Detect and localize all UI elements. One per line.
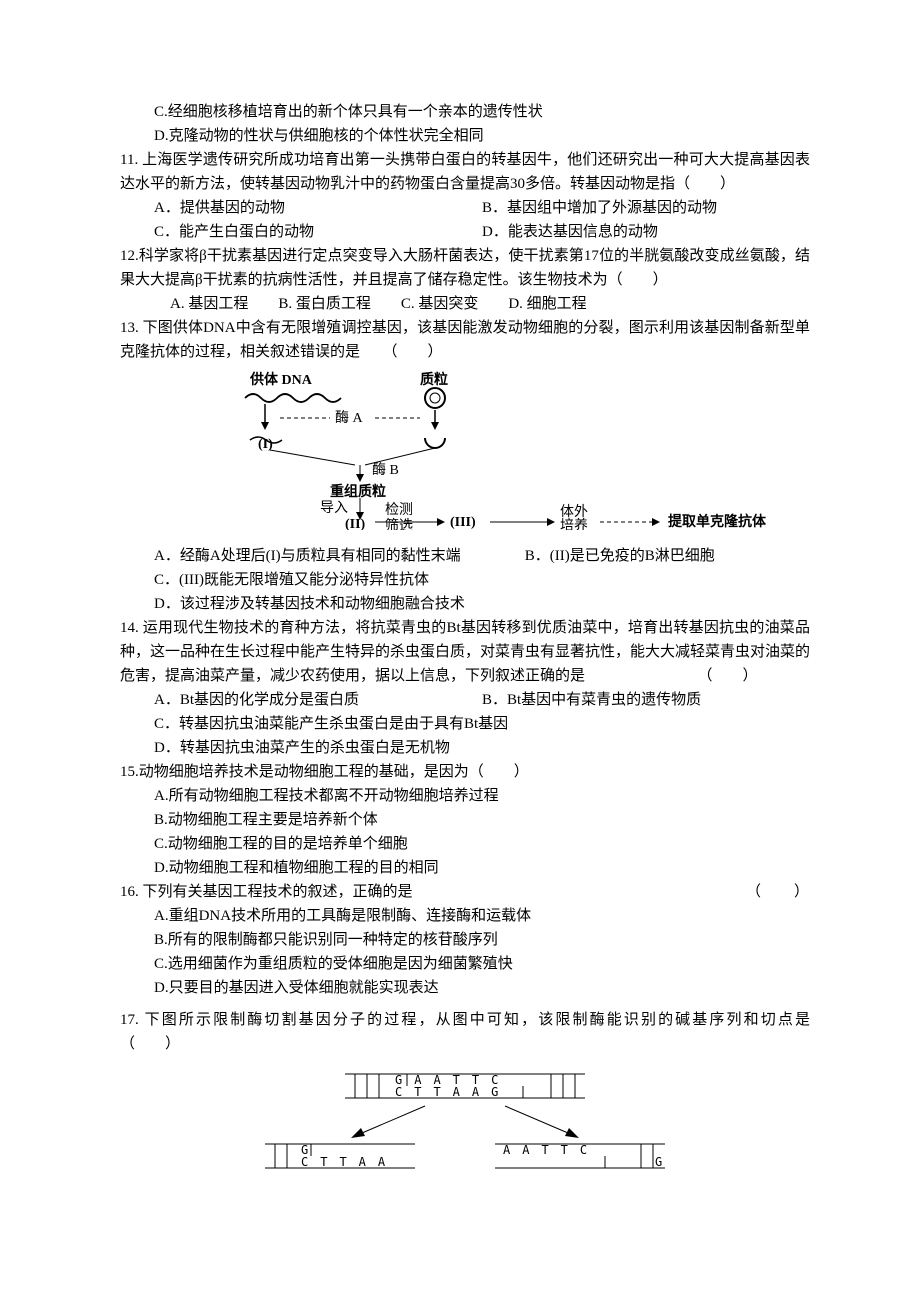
q16-option-c: C.选用细菌作为重组质粒的受体细胞是因为细菌繁殖快 (120, 952, 810, 976)
svg-text:G: G (595, 1155, 662, 1169)
label-enzA: 酶 A (335, 410, 363, 426)
label-import: 导入 (320, 501, 348, 516)
q16-paren: （ ） (746, 880, 810, 904)
q13-stem: 13. 下图供体DNA中含有无限增殖调控基因，该基因能激发动物细胞的分裂，图示利… (120, 316, 810, 364)
q11-option-c: C．能产生白蛋白的动物 (154, 220, 482, 244)
label-n2: (II) (345, 517, 366, 530)
flow-diagram-svg: 供体 DNA 质粒 酶 A (I) (240, 370, 810, 530)
q17-stem: 17. 下图所示限制酶切割基因分子的过程，从图中可知，该限制酶能识别的碱基序列和… (120, 1008, 810, 1056)
q15-stem: 15.动物细胞培养技术是动物细胞工程的基础，是因为（ ） (120, 760, 810, 784)
q10-option-c: C.经细胞核移植培育出的新个体只具有一个亲本的遗传性状 (120, 100, 810, 124)
q11-stem: 11. 上海医学遗传研究所成功培育出第一头携带白蛋白的转基因牛，他们还研究出一种… (120, 148, 810, 196)
label-n3: (III) (450, 515, 476, 530)
q11-option-d: D．能表达基因信息的动物 (482, 220, 810, 244)
q12-options: A. 基因工程 B. 蛋白质工程 C. 基因突变 D. 细胞工程 (120, 292, 810, 316)
q17-diagram: G A A T T C C T T A A G G C T T A A (235, 1066, 695, 1184)
q11-row2: C．能产生白蛋白的动物 D．能表达基因信息的动物 (120, 220, 810, 244)
q14-option-b: B．Bt基因中有菜青虫的遗传物质 (482, 688, 810, 712)
q11-option-b: B．基因组中增加了外源基因的动物 (482, 196, 810, 220)
q16-option-b: B.所有的限制酶都只能识别同一种特定的核苷酸序列 (120, 928, 810, 952)
q15-option-a: A.所有动物细胞工程技术都离不开动物细胞培养过程 (120, 784, 810, 808)
q12-stem: 12.科学家将β干扰素基因进行定点突变导入大肠杆菌表达，使干扰素第17位的半胱氨… (120, 244, 810, 292)
q16-option-a: A.重组DNA技术所用的工具酶是限制酶、连接酶和运载体 (120, 904, 810, 928)
label-screen-2: 筛选 (385, 518, 413, 530)
q15-option-d: D.动物细胞工程和植物细胞工程的目的相同 (120, 856, 810, 880)
q16-stem-row: 16. 下列有关基因工程技术的叙述，正确的是 （ ） (120, 880, 810, 904)
q13-diagram: 供体 DNA 质粒 酶 A (I) (240, 370, 810, 538)
q15-option-c: C.动物细胞工程的目的是培养单个细胞 (120, 832, 810, 856)
label-dna: 供体 DNA (249, 371, 313, 388)
svg-text:C T T A A: C T T A A (301, 1155, 386, 1169)
q14-option-c: C．转基因抗虫油菜能产生杀虫蛋白是由于具有Bt基因 (120, 712, 810, 736)
label-recomb: 重组质粒 (330, 483, 386, 500)
q14-option-d: D．转基因抗虫油菜产生的杀虫蛋白是无机物 (120, 736, 810, 760)
q13-option-a: A．经酶A处理后(I)与质粒具有相同的黏性末端 (154, 544, 525, 568)
page-content: C.经细胞核移植培育出的新个体只具有一个亲本的遗传性状 D.克隆动物的性状与供细… (0, 0, 920, 1244)
label-screen-1: 检测 (385, 502, 413, 518)
label-plasmid: 质粒 (420, 371, 448, 388)
svg-text:C T T A A G: C T T A A G (395, 1085, 498, 1099)
q13-option-b: B．(II)是已免疫的B淋巴细胞 (525, 544, 810, 568)
q10-option-d: D.克隆动物的性状与供细胞核的个体性状完全相同 (120, 124, 810, 148)
q13-option-d: D．该过程涉及转基因技术和动物细胞融合技术 (120, 592, 810, 616)
label-invitro-2: 培养 (560, 518, 588, 530)
q14-row1: A．Bt基因的化学成分是蛋白质 B．Bt基因中有菜青虫的遗传物质 (120, 688, 810, 712)
q13-option-c: C．(III)既能无限增殖又能分泌特异性抗体 (120, 568, 810, 592)
q16-option-d: D.只要目的基因进入受体细胞就能实现表达 (120, 976, 810, 1000)
q16-stem: 16. 下列有关基因工程技术的叙述，正确的是 (120, 880, 746, 904)
q11-option-a: A．提供基因的动物 (154, 196, 482, 220)
enzyme-cut-svg: G A A T T C C T T A A G G C T T A A (235, 1066, 695, 1176)
label-invitro-1: 体外 (560, 504, 588, 520)
q14-option-a: A．Bt基因的化学成分是蛋白质 (154, 688, 482, 712)
q11-row1: A．提供基因的动物 B．基因组中增加了外源基因的动物 (120, 196, 810, 220)
label-extract: 提取单克隆抗体 (668, 513, 767, 530)
q14-stem: 14. 运用现代生物技术的育种方法，将抗菜青虫的Bt基因转移到优质油菜中，培育出… (120, 616, 810, 688)
svg-text:A A T T C: A A T T C (503, 1143, 587, 1157)
q15-option-b: B.动物细胞工程主要是培养新个体 (120, 808, 810, 832)
label-enzB: 酶 B (372, 462, 399, 478)
